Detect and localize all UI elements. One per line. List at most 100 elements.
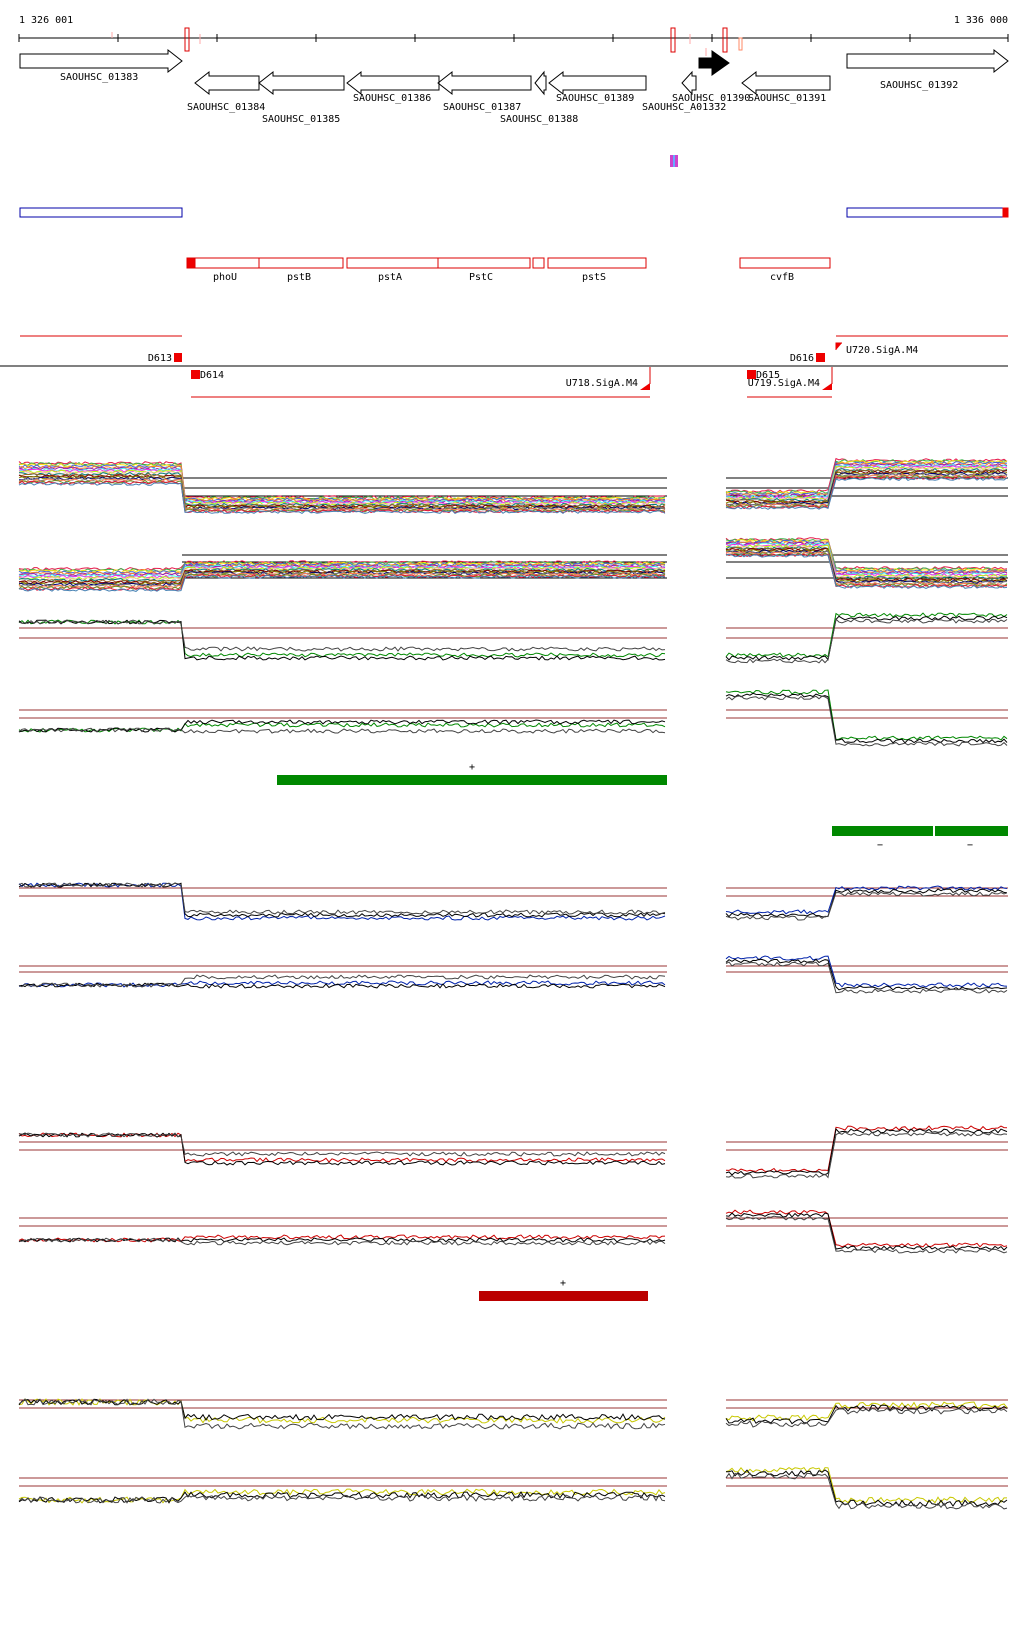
gene-arrow-reverse[interactable] <box>437 70 532 96</box>
tu-label: D614 <box>200 370 224 381</box>
gene-label: SAOUHSC_A01332 <box>642 102 726 113</box>
signal-trace <box>725 1209 1008 1248</box>
signal-trace <box>725 551 1008 587</box>
tu-label: U718.SigA.M4 <box>566 378 638 389</box>
green-segment[interactable] <box>277 775 667 785</box>
signal-trace <box>18 1237 666 1243</box>
gene-arrow-reverse[interactable] <box>534 70 547 96</box>
gene-label: SAOUHSC_01386 <box>353 93 431 104</box>
signal-trace <box>725 542 1008 576</box>
signal-trace <box>725 1127 1008 1176</box>
signal-trace <box>725 553 1008 588</box>
operon-track <box>186 257 831 269</box>
signal-trace <box>725 1131 1008 1179</box>
profile-track-yellow-1 <box>18 1398 1008 1430</box>
signal-trace <box>725 466 1008 502</box>
signal-trace <box>725 467 1008 502</box>
signal-trace <box>18 1132 666 1163</box>
profile-track-red-1 <box>18 1125 1008 1179</box>
signal-trace <box>725 689 1008 741</box>
gene-label: SAOUHSC_01385 <box>262 114 340 125</box>
gene-arrow-forward[interactable] <box>846 48 1009 74</box>
gene-label: SAOUHSC_01384 <box>187 102 265 113</box>
signal-trace <box>18 467 666 504</box>
signal-trace <box>725 547 1008 582</box>
gene-label: SAOUHSC_01389 <box>556 93 634 104</box>
gene-arrow-reverse[interactable] <box>346 70 440 96</box>
signal-trace <box>725 1212 1008 1251</box>
ruler-ticks <box>18 34 1009 42</box>
signal-trace <box>18 980 666 988</box>
profile-track-yellow-2 <box>18 1466 1008 1510</box>
signal-trace <box>18 564 666 578</box>
operon-label: pstS <box>582 272 606 283</box>
gene-arrow-highlight[interactable] <box>698 50 730 76</box>
red-segment[interactable] <box>479 1291 648 1301</box>
signal-trace <box>725 548 1008 584</box>
signal-trace <box>725 612 1008 658</box>
strand-mark: − <box>967 840 973 851</box>
signal-trace <box>18 566 666 580</box>
strand-mark: − <box>877 840 883 851</box>
signal-trace <box>725 476 1008 510</box>
signal-trace <box>18 882 666 921</box>
signal-trace <box>725 961 1008 994</box>
blue-feature-track <box>19 207 1009 218</box>
signal-trace <box>725 692 1008 744</box>
signal-trace <box>725 469 1008 504</box>
signal-trace <box>725 1125 1008 1173</box>
red-segment-track: + <box>479 1278 648 1301</box>
signal-trace <box>18 1493 666 1504</box>
profile-track-blue-1 <box>18 882 1008 921</box>
coordinate-ruler: 1 326 001 1 336 000 <box>18 15 1009 56</box>
gene-label: SAOUHSC_01390 <box>672 93 750 104</box>
gene-arrow-reverse[interactable] <box>548 70 647 96</box>
signal-trace <box>18 982 666 989</box>
gene-arrow-reverse[interactable] <box>194 70 260 96</box>
tu-label: D613 <box>148 353 172 364</box>
ruler-end-label: 1 336 000 <box>954 15 1008 26</box>
operon-label: pstB <box>287 272 311 283</box>
green-segment-track: + − − <box>277 762 1008 851</box>
operon-label: phoU <box>213 272 237 283</box>
operon-label: pstA <box>378 272 402 283</box>
signal-trace <box>18 480 666 514</box>
strand-mark: + <box>560 1278 566 1289</box>
signal-trace <box>18 1398 666 1421</box>
signal-trace <box>18 478 666 512</box>
signal-trace <box>18 727 666 734</box>
signal-trace <box>18 1132 666 1166</box>
operon-label: PstC <box>469 272 493 283</box>
green-segment[interactable] <box>935 826 1008 836</box>
gene-arrow-reverse[interactable] <box>681 70 697 96</box>
gene-arrow-reverse[interactable] <box>741 70 831 96</box>
signal-trace <box>725 464 1008 499</box>
profile-track-red-2 <box>18 1209 1008 1254</box>
signal-trace <box>725 618 1008 664</box>
profile-track-blue-2 <box>18 955 1008 994</box>
profile-track-green-1 <box>18 612 1008 664</box>
gene-arrow-reverse[interactable] <box>258 70 345 96</box>
signal-trace <box>18 1132 666 1157</box>
profile-track-green-2 <box>18 689 1008 747</box>
signal-trace <box>18 619 666 658</box>
signal-trace <box>725 1469 1008 1507</box>
signal-trace <box>725 888 1008 918</box>
green-segment[interactable] <box>832 826 933 836</box>
signal-trace <box>725 1401 1008 1422</box>
signal-trace <box>18 465 666 503</box>
signal-trace <box>18 1237 666 1246</box>
signal-trace <box>725 885 1008 915</box>
signal-trace <box>725 1472 1008 1510</box>
gene-arrow-forward[interactable] <box>19 48 183 74</box>
signal-trace <box>725 695 1008 747</box>
strand-mark: + <box>469 762 475 773</box>
operon-labels: phoU pstB pstA PstC pstS cvfB <box>213 272 794 283</box>
operon-label: cvfB <box>770 272 794 283</box>
signal-trace <box>18 561 666 574</box>
ruler-feature-marks <box>111 27 743 56</box>
signal-trace <box>18 1488 666 1504</box>
signal-trace <box>725 553 1008 589</box>
